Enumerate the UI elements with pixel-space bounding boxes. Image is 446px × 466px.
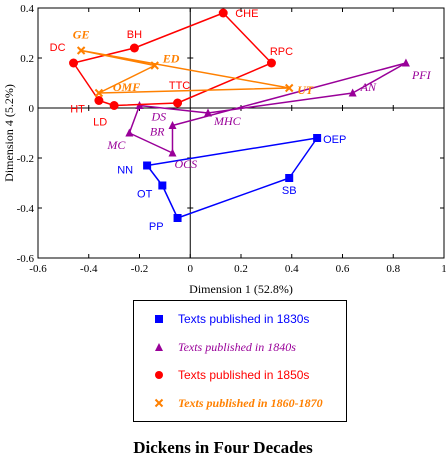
legend-triangle-marker: [155, 343, 163, 351]
x-tick-label: 1: [441, 263, 446, 275]
data-point: [204, 108, 213, 117]
data-point: [129, 43, 139, 53]
series-outline: [72, 12, 273, 107]
point-label: PP: [149, 221, 164, 233]
y-tick-label: 0.2: [20, 53, 34, 65]
tick-labels: -0.6 -0.4 -0.2 0 0.2 0.4 0.6 0.8 1 0.4 0.2 0 -0.2 -0.…: [17, 3, 446, 275]
x-tick-label: 0.8: [386, 263, 400, 275]
point-label: OMF: [113, 80, 140, 94]
y-axis-title: Dimension 4 (5.2%): [2, 84, 16, 182]
y-tick-label: -0.6: [17, 253, 35, 265]
data-point: [313, 134, 322, 142]
y-tick-label: -0.4: [17, 203, 35, 215]
y-tick-label: 0: [29, 103, 35, 115]
point-label: LD: [93, 117, 107, 129]
series-layer: [69, 8, 410, 222]
point-label: UT: [297, 83, 314, 97]
data-point: [285, 174, 294, 182]
legend: Texts published in 1830s Texts published…: [133, 300, 347, 422]
x-tick-label: -0.6: [29, 263, 47, 275]
point-label: SB: [282, 185, 297, 197]
point-labels: OEP SB PP OT NN PFI AN MHC DS MC OCS BR CHE RPC TTC LD H…: [50, 8, 432, 233]
data-point: [69, 58, 79, 68]
data-point: [150, 61, 159, 70]
legend-label-1850s: Texts published in 1850s: [178, 368, 310, 382]
x-tick-label: 0.6: [336, 263, 350, 275]
series-outline: [128, 62, 407, 154]
x-tick-label: 0: [188, 263, 194, 275]
point-label: GE: [73, 28, 90, 42]
axes: [37, 7, 445, 259]
point-label: OEP: [323, 134, 346, 146]
legend-x-marker: [154, 398, 164, 408]
x-tick-label: 0.4: [285, 263, 299, 275]
data-point: [168, 121, 177, 129]
point-label: HT: [70, 104, 85, 116]
point-label: AN: [360, 80, 377, 94]
data-point: [218, 8, 228, 18]
point-label: PFI: [411, 68, 432, 82]
legend-label-1830s: Texts published in 1830s: [178, 312, 310, 326]
scatter-chart: OEP SB PP OT NN PFI AN MHC DS MC OCS BR CHE RPC TTC LD H…: [2, 3, 446, 296]
x-tick-label: 0.2: [234, 263, 248, 275]
data-point: [173, 214, 182, 222]
chart-title: Dickens in Four Decades: [133, 438, 313, 457]
data-point: [94, 96, 104, 105]
point-label: CHE: [235, 8, 258, 20]
x-axis-title: Dimension 1 (52.8%): [189, 282, 293, 296]
point-label: DS: [151, 110, 167, 124]
point-label: DC: [50, 42, 66, 54]
point-label: RPC: [270, 46, 293, 58]
y-tick-label: -0.2: [17, 153, 34, 165]
y-tick-label: 0.4: [20, 3, 34, 15]
series-2: [69, 8, 276, 110]
data-point: [266, 58, 276, 68]
point-label: BR: [150, 125, 165, 139]
point-label: ED: [162, 52, 180, 66]
x-tick-label: -0.2: [131, 263, 148, 275]
legend-square-marker: [155, 315, 163, 323]
point-label: MHC: [213, 114, 242, 128]
legend-circle-marker: [155, 371, 163, 379]
data-point: [401, 58, 410, 67]
point-label: MC: [106, 138, 126, 152]
point-label: NN: [117, 165, 133, 177]
x-tick-label: -0.4: [80, 263, 98, 275]
legend-label-1840s: Texts published in 1840s: [178, 340, 296, 354]
data-point: [94, 88, 104, 98]
plot-frame: [37, 7, 445, 259]
series-3: [76, 46, 294, 98]
point-label: BH: [127, 29, 142, 41]
data-point: [125, 128, 134, 137]
data-point: [76, 46, 86, 55]
data-point: [109, 101, 119, 110]
series-1: [125, 58, 410, 157]
series-0: [143, 134, 322, 222]
data-point: [158, 181, 167, 190]
data-point: [143, 161, 152, 170]
data-point: [285, 83, 294, 93]
point-label: OT: [137, 189, 153, 201]
data-point: [168, 148, 177, 157]
data-point: [173, 98, 183, 108]
series-outline: [146, 137, 318, 219]
point-label: OCS: [174, 157, 197, 171]
data-point: [348, 88, 357, 97]
legend-label-1860-1870: Texts published in 1860-1870: [178, 396, 323, 410]
point-label: TTC: [169, 80, 190, 92]
